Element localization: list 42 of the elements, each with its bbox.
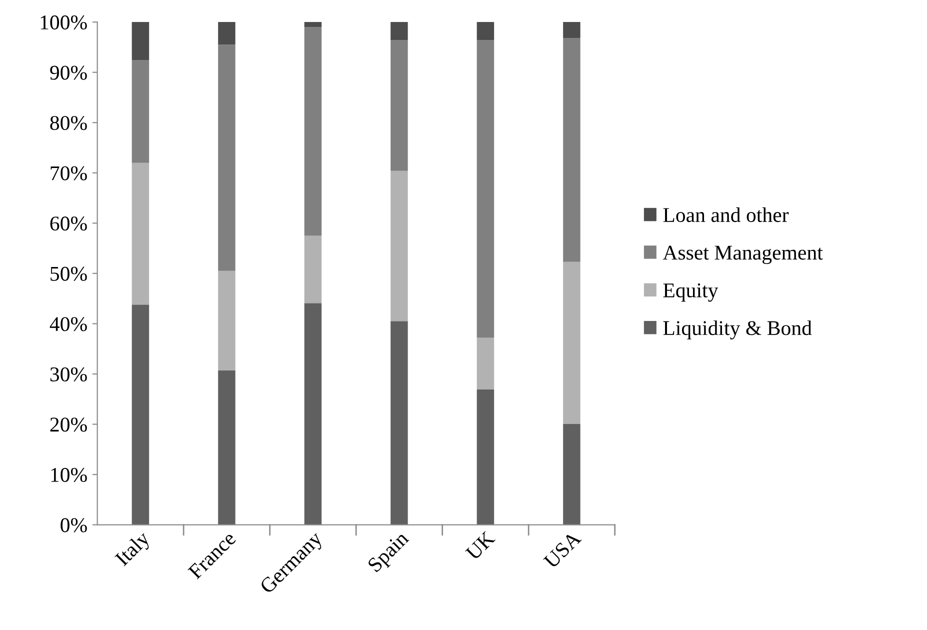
bar [563,38,580,262]
y-tick-label: 80% [50,116,87,130]
bar [218,370,236,525]
y-tick-label: 100% [40,15,87,30]
legend-label: Loan and other [663,207,789,222]
y-tick-label: 90% [50,66,87,80]
y-tick-label: 60% [50,216,87,231]
bar [132,162,150,305]
legend-label: Equity [663,283,718,302]
legend-label: Asset Management [662,246,823,264]
x-tick-label: Italy [114,530,154,570]
bar [132,22,150,60]
bar [476,22,494,40]
bar [304,27,322,236]
bar [218,270,236,370]
legend-label: Liquidity & Bond [663,320,812,340]
x-tick-label: USA [543,530,582,570]
y-tick-label: 50% [50,266,87,281]
y-tick-label: 70% [50,166,87,180]
bar [476,40,494,338]
bar [476,338,494,390]
bar [390,170,408,322]
bar [304,22,322,28]
bar [563,262,580,424]
bar [390,22,408,40]
y-tick-label: 30% [50,367,87,382]
bar [563,22,580,38]
y-tick-label: 0% [60,518,87,532]
bar [476,390,494,525]
bar [132,304,150,525]
x-tick-label: UK [465,530,496,561]
bar [304,303,322,525]
y-tick-label: 10% [51,468,87,482]
y-tick-label: 40% [50,317,87,332]
bar [563,424,580,525]
y-tick-label: 20% [50,418,87,432]
bar [390,40,408,171]
bar [218,44,236,271]
bar [390,321,408,525]
bar [132,60,150,163]
bar [304,236,322,304]
bar [218,22,236,45]
